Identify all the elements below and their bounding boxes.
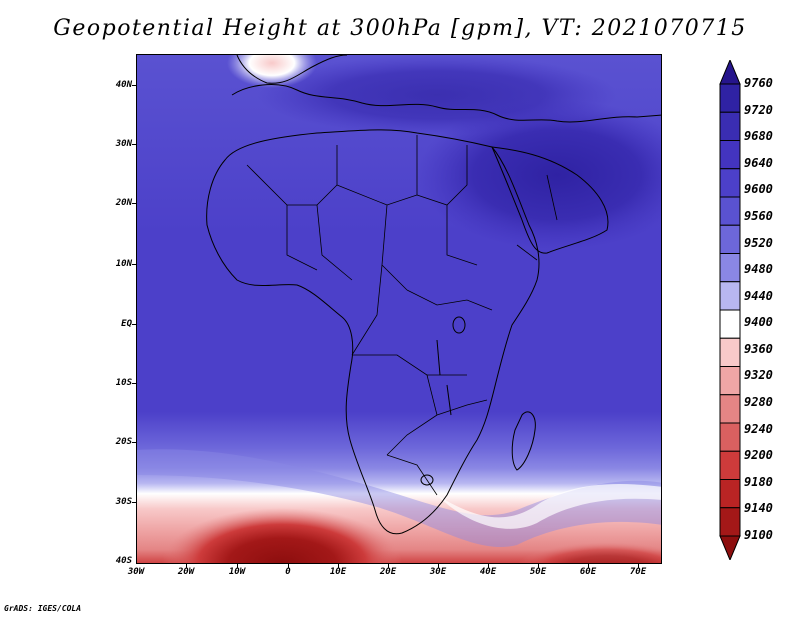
- lat-tick: [132, 203, 136, 204]
- colorbar-level-label: 9720: [744, 102, 773, 117]
- colorbar-level-label: 9600: [744, 182, 773, 197]
- lon-tick: [388, 564, 389, 568]
- colorbar-segment: [719, 168, 741, 198]
- lat-label-10s: 10S: [115, 378, 132, 388]
- colorbar-level-label: 9280: [744, 395, 773, 410]
- grads-credit: GrADS: IGES/COLA: [4, 604, 82, 613]
- lon-tick: [438, 564, 439, 568]
- lat-label-20n: 20N: [115, 198, 132, 208]
- colorbar-level-label: 9480: [744, 262, 773, 277]
- colorbar-segment: [719, 224, 741, 254]
- colorbar-segment: [719, 309, 741, 339]
- lon-tick: [186, 564, 187, 568]
- colorbar-level-label: 9100: [744, 528, 773, 542]
- colorbar-level-label: 9440: [744, 288, 773, 303]
- colorbar: [719, 60, 741, 560]
- colorbar-segment: [719, 394, 741, 424]
- colorbar-segment: [719, 422, 741, 452]
- lat-label-30n: 30N: [115, 139, 132, 149]
- map-title: Geopotential Height at 300hPa [gpm], VT:…: [53, 16, 747, 41]
- colorbar-level-label: 9140: [744, 501, 773, 516]
- lon-label-20w: 20W: [177, 567, 195, 577]
- lon-label-30e: 30E: [429, 567, 447, 577]
- colorbar-segment: [719, 281, 741, 311]
- lon-label-30w: 30W: [127, 567, 145, 577]
- colorbar-segment: [719, 253, 741, 283]
- lon-label-20e: 20E: [379, 567, 397, 577]
- lon-label-50e: 50E: [529, 567, 547, 577]
- lat-label-10n: 10N: [115, 259, 132, 269]
- lon-label-10e: 10E: [329, 567, 347, 577]
- colorbar-level-label: 9200: [744, 448, 773, 463]
- colorbar-level-label: 9240: [744, 421, 773, 436]
- lat-label-40n: 40N: [115, 80, 132, 90]
- lon-label-0: 0: [285, 567, 291, 577]
- lat-label-20s: 20S: [115, 437, 132, 447]
- lon-label-70e: 70E: [629, 567, 647, 577]
- lon-tick: [538, 564, 539, 568]
- colorbar-level-label: 9640: [744, 155, 773, 170]
- colorbar-level-label: 9520: [744, 235, 773, 250]
- colorbar-level-label: 9180: [744, 474, 773, 489]
- lat-tick: [132, 502, 136, 503]
- lon-tick: [237, 564, 238, 568]
- colorbar-segment: [719, 337, 741, 367]
- colorbar-bottom-arrow: [719, 535, 741, 560]
- colorbar-segment: [719, 450, 741, 480]
- colorbar-top-arrow: [719, 60, 741, 85]
- colorbar-segment: [719, 140, 741, 170]
- colorbar-level-label: 9360: [744, 341, 773, 356]
- lat-tick: [132, 442, 136, 443]
- lon-tick: [488, 564, 489, 568]
- colorbar-segment: [719, 111, 741, 141]
- lon-tick: [338, 564, 339, 568]
- colorbar-level-label: 9400: [744, 315, 773, 330]
- lat-label-30s: 30S: [115, 497, 132, 507]
- colorbar-segment: [719, 479, 741, 509]
- colorbar-segment: [719, 196, 741, 226]
- colorbar-segment: [719, 366, 741, 396]
- lon-tick: [638, 564, 639, 568]
- geopotential-map: [137, 55, 661, 563]
- lat-tick: [132, 85, 136, 86]
- colorbar-segment: [719, 507, 741, 537]
- colorbar-level-label: 9760: [744, 76, 773, 90]
- lat-tick: [132, 324, 136, 325]
- colorbar-level-label: 9560: [744, 208, 773, 223]
- lon-label-40e: 40E: [479, 567, 497, 577]
- colorbar-level-label: 9320: [744, 368, 773, 383]
- lat-tick: [132, 383, 136, 384]
- lat-tick: [132, 264, 136, 265]
- lon-label-10w: 10W: [228, 567, 246, 577]
- lat-tick: [132, 144, 136, 145]
- lat-label-eq: EQ: [121, 319, 132, 329]
- colorbar-segment: [719, 83, 741, 113]
- colorbar-level-label: 9680: [744, 129, 773, 144]
- lon-tick: [588, 564, 589, 568]
- map-plot: [136, 54, 662, 564]
- lon-tick: [288, 564, 289, 568]
- lat-label-40s: 40S: [115, 556, 132, 566]
- lon-label-60e: 60E: [579, 567, 597, 577]
